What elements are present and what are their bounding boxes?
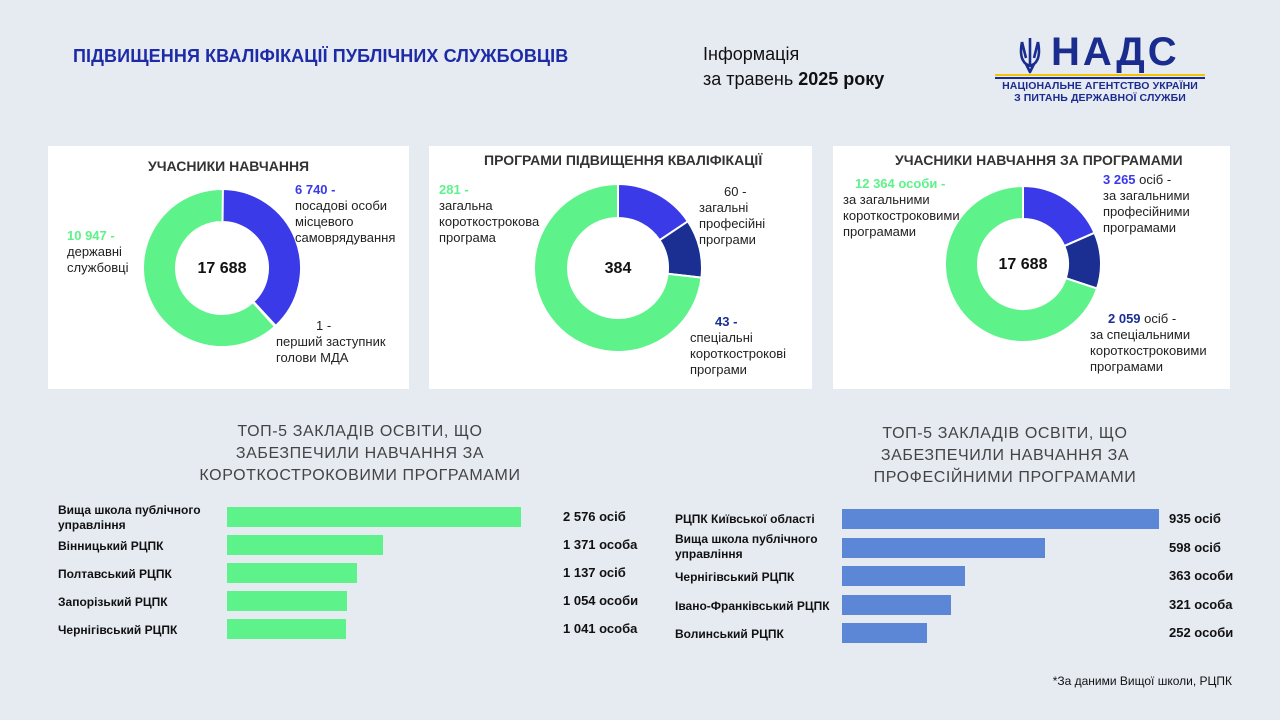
donut-center-total: 17 688 [197, 260, 247, 277]
slice-value: 2 059 [1108, 311, 1141, 326]
bar [842, 509, 1159, 529]
bar-value-label: 321 особа [1169, 596, 1233, 612]
bar-category-label: Полтавський РЦПК [58, 567, 172, 581]
donut-center-total: 384 [604, 260, 632, 277]
slice-value: 12 364 особи [855, 176, 938, 191]
slice-label-deputy-head: 1 - перший заступник голови МДА [276, 318, 386, 365]
bar-category-label: Запорізький РЦПК [58, 595, 168, 609]
donut-participants [142, 187, 302, 348]
bar [842, 537, 1045, 558]
nads-logo: НАДС НАЦІОНАЛЬНЕ АГЕНТСТВО УКРАЇНИ З ПИТ… [995, 30, 1210, 104]
bar-category-label: Волинський РЦПК [675, 627, 784, 641]
trident-icon [1019, 38, 1041, 74]
slice-value: 6 740 [295, 182, 328, 197]
info-line-2: за травень 2025 року [703, 67, 884, 92]
slice-label-general-professional: 3 265 осіб - за загальними професійними … [1103, 172, 1190, 235]
slice-label-special-short: 43 - спеціальні короткострокові програми [690, 314, 787, 377]
info-period-prefix: за травень [703, 69, 794, 89]
logo-stripe-blue [995, 77, 1205, 79]
bar-value-label: 1 371 особа [563, 537, 638, 552]
bar-category-label: Чернігівський РЦПК [675, 570, 795, 584]
slice-label-special-short: 2 059 осіб - за спеціальними короткостро… [1090, 311, 1207, 374]
bar-category-label: Вища школа публічного управління [675, 531, 818, 561]
info-period-year: 2025 року [798, 69, 885, 89]
slice-unit: осіб [1139, 172, 1164, 187]
slice-label-local-officials: 6 740 - посадові особи місцевого самовря… [295, 182, 396, 245]
slice-text: загальні професійні програми [699, 200, 766, 247]
bar-value-label: 252 особи [1169, 625, 1234, 640]
panel-participants: УЧАСНИКИ НАВЧАННЯ 17 688 6 740 - посадов… [48, 146, 409, 389]
bar [227, 507, 521, 527]
bar-value-label: 363 особи [1169, 568, 1234, 583]
info-line-1: Інформація [703, 44, 800, 64]
bar [227, 619, 346, 639]
slice-text: за спеціальними короткостроковими програ… [1090, 327, 1207, 374]
slice-text: за загальними короткостроковими програма… [843, 192, 960, 239]
bar [227, 535, 384, 555]
bar [227, 563, 357, 583]
logo-wordmark: НАДС [1051, 30, 1180, 74]
slice-label-general-professional: 60 - загальні професійні програми [699, 184, 766, 247]
chart-title: ПРОГРАМИ ПІДВИЩЕННЯ КВАЛІФІКАЦІЇ [484, 152, 763, 168]
slice-text: державні службовці [67, 244, 129, 275]
slice-label-general-short: 12 364 особи - за загальними короткостро… [843, 176, 960, 239]
bar-category-label: РЦПК Київської області [675, 512, 815, 526]
bar-value-label: 935 осіб [1169, 511, 1221, 526]
slice-value: 10 947 [67, 228, 107, 243]
donut-participants-by-program [944, 184, 1102, 343]
bar-category-label: Вища школа публічного управління [58, 503, 201, 532]
report-period: Інформація за травень 2025 року [703, 42, 884, 92]
slice-value: 3 265 [1103, 172, 1136, 187]
chart-title: УЧАСНИКИ НАВЧАННЯ [148, 158, 310, 174]
donut-slice-2 [944, 184, 1099, 343]
bar-value-label: 598 осіб [1169, 539, 1221, 555]
donut-center-total: 17 688 [998, 256, 1048, 273]
slice-value: 43 [715, 314, 730, 329]
slice-text: загальна короткострокова програма [439, 198, 540, 245]
slice-value: 281 [439, 182, 461, 197]
bar-chart-title-professional: ТОП-5 ЗАКЛАДІВ ОСВІТИ, ЩО ЗАБЕЗПЕЧИЛИ НА… [873, 425, 1137, 486]
bar-value-label: 1 041 особа [563, 621, 638, 636]
bar [842, 566, 966, 586]
donut-slice-2 [533, 182, 703, 353]
slice-text: спеціальні короткострокові програми [690, 330, 787, 377]
slice-value: 1 [316, 318, 324, 333]
slice-label-civil-servants: 10 947 - державні службовці [67, 228, 129, 275]
footnote: *За даними Вищої школи, РЦПК [1052, 674, 1232, 688]
bar [842, 594, 951, 615]
bar-category-label: Чернігівський РЦПК [58, 623, 178, 637]
slice-unit: осіб [1144, 311, 1169, 326]
bar [842, 623, 928, 643]
bar-value-label: 2 576 осіб [563, 509, 626, 524]
bar [227, 591, 348, 611]
slice-text: перший заступник голови МДА [276, 334, 386, 365]
slice-text: посадові особи місцевого самоврядування [295, 198, 396, 245]
logo-stripe-yellow [995, 74, 1205, 76]
bar-category-label: Вінницький РЦПК [58, 539, 164, 553]
bar-value-label: 1 054 особи [563, 593, 639, 608]
page-title: ПІДВИЩЕННЯ КВАЛІФІКАЦІЇ ПУБЛІЧНИХ СЛУЖБО… [73, 46, 569, 66]
donut-slice-0 [221, 187, 302, 328]
panel-participants-by-program: УЧАСНИКИ НАВЧАННЯ ЗА ПРОГРАМАМИ 17 688 1… [833, 146, 1230, 389]
chart-title: УЧАСНИКИ НАВЧАННЯ ЗА ПРОГРАМАМИ [895, 152, 1183, 168]
donut-slice-2 [142, 188, 277, 348]
slice-text: за загальними професійними програмами [1103, 188, 1190, 235]
slice-value: 60 [724, 184, 739, 199]
logo-line-2: З ПИТАНЬ ДЕРЖАВНОЇ СЛУЖБИ [1014, 92, 1186, 104]
logo-line-1: НАЦІОНАЛЬНЕ АГЕНТСТВО УКРАЇНИ [1002, 80, 1198, 92]
bar-category-label: Івано-Франківський РЦПК [675, 598, 830, 613]
panel-programs: ПРОГРАМИ ПІДВИЩЕННЯ КВАЛІФІКАЦІЇ 384 281… [429, 146, 812, 389]
slice-label-general-short: 281 - загальна короткострокова програма [439, 182, 540, 245]
bar-chart-title-short: ТОП-5 ЗАКЛАДІВ ОСВІТИ, ЩО ЗАБЕЗПЕЧИЛИ НА… [199, 423, 521, 484]
donut-programs [533, 182, 703, 353]
bar-value-label: 1 137 осіб [563, 565, 626, 580]
